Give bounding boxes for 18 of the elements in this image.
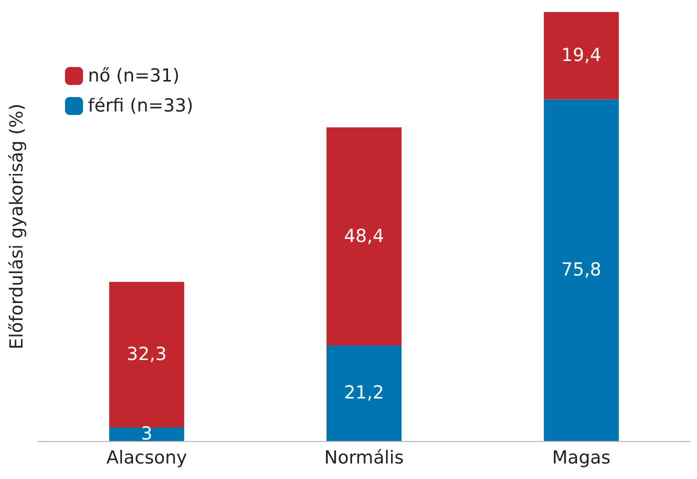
bar — [109, 427, 184, 441]
data-label: 32,3 — [126, 344, 167, 366]
bar — [109, 282, 184, 428]
data-label: 19,4 — [561, 45, 602, 66]
legend-label: férfi (n=33) — [88, 96, 194, 116]
data-label: 48,4 — [344, 226, 384, 247]
data-label: 21,2 — [344, 382, 384, 404]
y-axis-title: Előfordulási gyakoriság (%) — [6, 104, 28, 350]
legend-label: nő (n=31) — [88, 66, 180, 86]
x-tick-label: Alacsony — [106, 448, 188, 468]
x-tick-label: Magas — [552, 448, 611, 468]
data-label: 75,8 — [561, 260, 602, 281]
bar — [326, 127, 402, 346]
bar — [544, 12, 619, 100]
bar — [326, 345, 402, 441]
bar — [544, 99, 619, 441]
data-label: 3 — [140, 424, 152, 445]
x-tick-label: Normális — [324, 448, 404, 468]
